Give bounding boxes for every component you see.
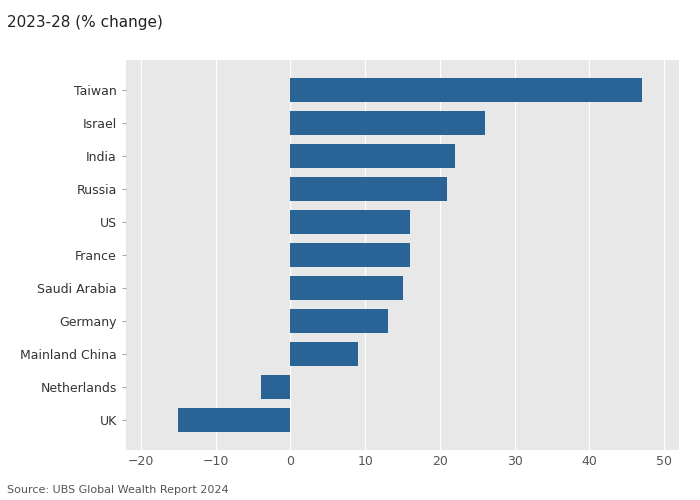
Bar: [178, 408, 290, 432]
Bar: [290, 176, 447, 202]
Bar: [290, 210, 410, 234]
Text: 2023-28 (% change): 2023-28 (% change): [7, 15, 163, 30]
Bar: [290, 308, 388, 334]
Bar: [290, 78, 642, 102]
Bar: [290, 242, 410, 268]
Bar: [290, 144, 455, 169]
Bar: [290, 110, 484, 136]
Bar: [290, 276, 402, 300]
Bar: [290, 342, 358, 366]
Bar: [260, 374, 290, 400]
Text: Source: UBS Global Wealth Report 2024: Source: UBS Global Wealth Report 2024: [7, 485, 229, 495]
